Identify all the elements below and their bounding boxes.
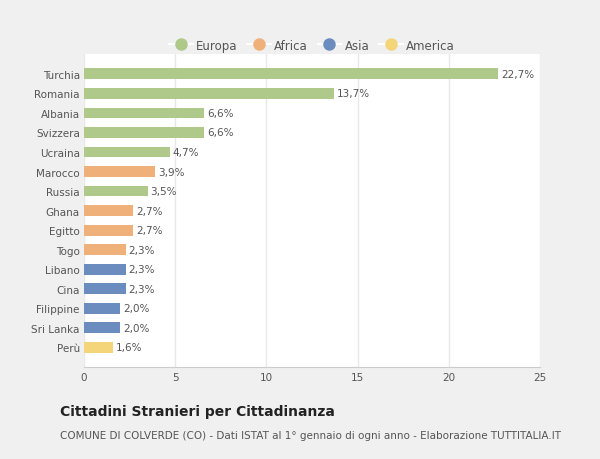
Bar (84, 342, 113, 353)
Text: 2,3%: 2,3% (128, 245, 155, 255)
Text: 3,9%: 3,9% (158, 167, 184, 177)
Text: COMUNE DI COLVERDE (CO) - Dati ISTAT al 1° gennaio di ogni anno - Elaborazione T: COMUNE DI COLVERDE (CO) - Dati ISTAT al … (60, 431, 561, 440)
Text: 2,7%: 2,7% (136, 226, 163, 235)
Text: Cittadini Stranieri per Cittadinanza: Cittadini Stranieri per Cittadinanza (60, 404, 335, 419)
Text: 1,6%: 1,6% (116, 343, 142, 353)
Text: 2,0%: 2,0% (123, 304, 149, 313)
Bar (84, 108, 205, 119)
Text: 2,3%: 2,3% (128, 265, 155, 274)
Text: 6,6%: 6,6% (207, 128, 233, 138)
Bar (84, 89, 334, 100)
Bar (84, 206, 133, 217)
Text: 6,6%: 6,6% (207, 109, 233, 118)
Text: 2,0%: 2,0% (123, 323, 149, 333)
Text: 2,7%: 2,7% (136, 206, 163, 216)
Bar (84, 264, 126, 275)
Bar (84, 167, 155, 178)
Text: 4,7%: 4,7% (172, 148, 199, 157)
Bar (84, 225, 133, 236)
Bar (84, 147, 170, 158)
Legend: Europa, Africa, Asia, America: Europa, Africa, Asia, America (166, 36, 458, 56)
Bar (84, 128, 205, 139)
Bar (84, 284, 126, 295)
Bar (84, 245, 126, 256)
Bar (84, 303, 121, 314)
Bar (84, 186, 148, 197)
Text: 13,7%: 13,7% (337, 89, 370, 99)
Bar (84, 323, 121, 334)
Text: 22,7%: 22,7% (501, 70, 534, 79)
Text: 2,3%: 2,3% (128, 284, 155, 294)
Text: 3,5%: 3,5% (151, 187, 177, 196)
Bar (84, 69, 498, 80)
